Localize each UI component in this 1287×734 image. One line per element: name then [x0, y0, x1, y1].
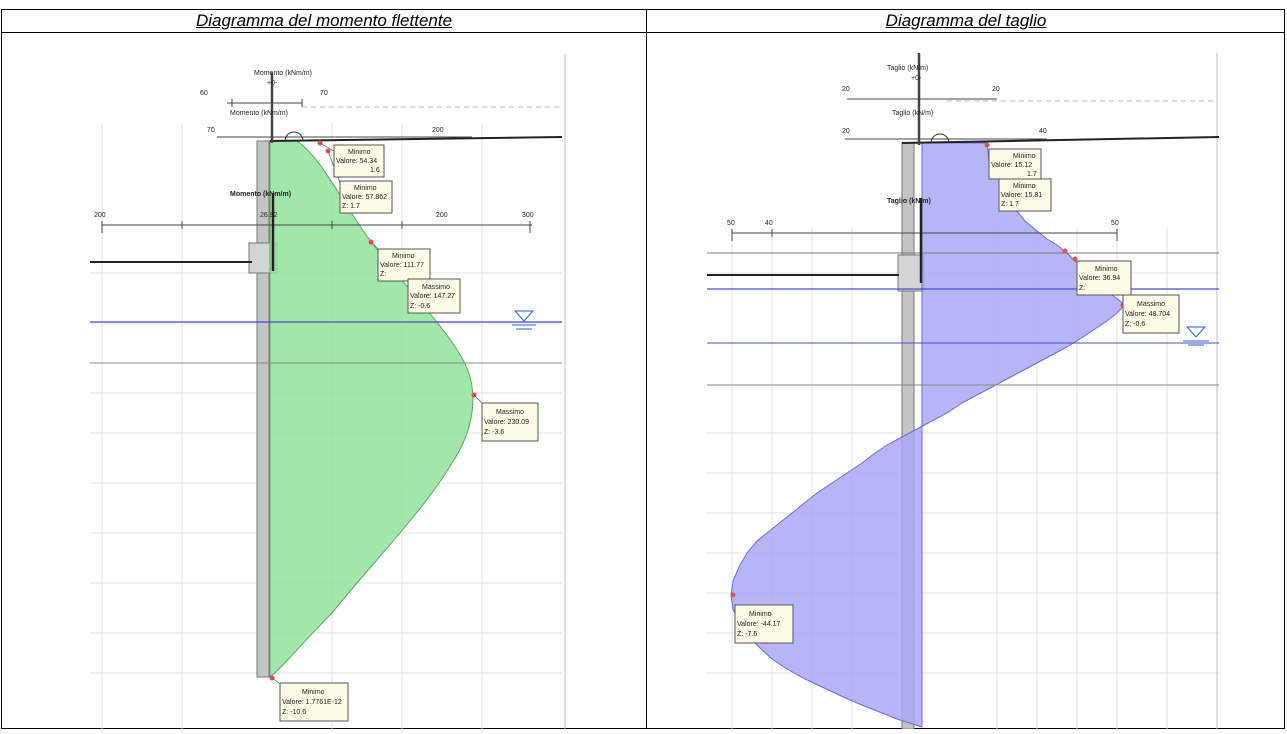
shear-tick-top-0: 20: [842, 86, 850, 93]
svg-text:Valore: -44.17: Valore: -44.17: [737, 621, 781, 628]
svg-text:Minimo: Minimo: [1095, 266, 1118, 273]
moment-origin-arc: [284, 131, 304, 142]
shear-wall-strut: [897, 254, 925, 292]
moment-tick-main-0: 200: [94, 212, 106, 219]
shear-axis-label-mid: Taglio (kN/m): [892, 110, 933, 117]
svg-text:Minimo: Minimo: [1013, 153, 1036, 160]
shear-axis-arrow: +0-: [911, 75, 922, 82]
shear-origin-arc: [930, 133, 950, 144]
shear-axis-label-main: Taglio (kN/m): [887, 198, 931, 205]
shear-tick-main-2: 50: [1111, 220, 1119, 227]
svg-text:Z: -3.6: Z: -3.6: [484, 429, 504, 436]
shear-axis-top: [847, 53, 997, 145]
svg-text:Z:: Z:: [380, 271, 386, 278]
svg-text:Z: -10.6: Z: -10.6: [282, 709, 306, 716]
moment-tag: Massimo Valore: 147.27 Z: -0.6: [407, 278, 461, 314]
moment-tick-main-1: 26.92: [260, 212, 278, 219]
moment-tick-top-0: 60: [200, 90, 208, 97]
shear-axis-label-top: Taglio (kN/m): [887, 65, 928, 72]
shear-tag: Massimo Valore: 48.704 Z: -0.6: [1122, 294, 1180, 334]
svg-text:Minimo: Minimo: [749, 611, 772, 618]
moment-tag: Massimo Valore: 230.09 Z: -3.6: [481, 402, 539, 442]
moment-tag: Minimo Valore: 111.77 Z:: [377, 248, 431, 282]
moment-diagram: Momento (kNm/m) +0- 60 70 Momento (kNm/m…: [90, 55, 566, 729]
svg-text:Z: -7.6: Z: -7.6: [737, 631, 757, 638]
shear-diagram-title: Diagramma del taglio: [885, 11, 1047, 30]
moment-tick-main-2: 200: [436, 212, 448, 219]
moment-tick-mid-1: 200: [432, 127, 444, 134]
svg-text:Valore: 48.704: Valore: 48.704: [1125, 311, 1170, 318]
svg-text:Minimo: Minimo: [302, 689, 325, 696]
shear-tick-top-1: 20: [992, 86, 1000, 93]
moment-axis-top: [227, 73, 303, 143]
svg-text:Z: -0.6: Z: -0.6: [410, 303, 430, 310]
svg-text:Valore: 147.27: Valore: 147.27: [410, 293, 455, 300]
svg-text:Valore: 57.862: Valore: 57.862: [342, 194, 387, 201]
shear-diagram-panel: Taglio (kN/m) +0- 20 20 Taglio (kN/m) 20…: [647, 33, 1285, 730]
svg-text:1.7: 1.7: [1027, 171, 1037, 178]
svg-text:Minimo: Minimo: [354, 185, 377, 192]
svg-text:Z: -0.6: Z: -0.6: [1125, 321, 1145, 328]
header-divider: [1, 32, 1285, 33]
moment-tag: Minimo Valore: 57.862 Z: 1.7: [339, 180, 393, 214]
shear-tick-main-1: 40: [765, 220, 773, 227]
svg-text:Minimo: Minimo: [348, 149, 371, 156]
column-divider: [646, 9, 647, 729]
svg-text:Minimo: Minimo: [1013, 183, 1036, 190]
shear-tick-mid-1: 40: [1039, 128, 1047, 135]
moment-tick-mid-0: 70: [207, 127, 215, 134]
moment-diagram-title: Diagramma del momento flettente: [195, 11, 453, 30]
svg-text:Massimo: Massimo: [422, 284, 450, 291]
moment-tick-top-1: 70: [320, 90, 328, 97]
shear-tag: Minimo Valore: 15.12 1.7: [988, 148, 1042, 180]
moment-axis-label-top: Momento (kNm/m): [254, 70, 312, 77]
svg-text:Valore: 15.12: Valore: 15.12: [991, 162, 1032, 169]
shear-tick-mid-0: 20: [842, 128, 850, 135]
svg-text:Valore: 111.77: Valore: 111.77: [380, 262, 424, 269]
moment-tag: Minimo Valore: 1.7761E-12 Z: -10.6: [279, 682, 349, 722]
shear-tag: Minimo Valore: 15.81 Z: 1.7: [998, 178, 1052, 212]
moment-diagram-panel: Momento (kNm/m) +0- 60 70 Momento (kNm/m…: [2, 33, 646, 729]
svg-text:Valore: 15.81: Valore: 15.81: [1001, 192, 1042, 199]
shear-axis-main: [731, 198, 1118, 283]
shear-tag: Minimo Valore: 36.94 Z:: [1076, 260, 1132, 296]
svg-text:Valore: 54.34: Valore: 54.34: [336, 158, 377, 165]
shear-grid: [707, 228, 1219, 729]
svg-text:Z: 1.7: Z: 1.7: [1001, 201, 1019, 208]
shear-tag: Minimo Valore: -44.17 Z: -7.6: [734, 604, 794, 644]
moment-axis-label-mid: Momento (kNm/m): [230, 110, 288, 117]
svg-text:1.6: 1.6: [370, 167, 380, 174]
shear-diagram: Taglio (kN/m) +0- 20 20 Taglio (kN/m) 20…: [707, 53, 1220, 730]
svg-text:Z:: Z:: [1079, 285, 1085, 292]
moment-tag: Minimo Valore: 54.34 1.6: [333, 144, 385, 178]
shear-water-table-icon: [1183, 326, 1209, 346]
moment-axis-label-main: Momento (kNm/m): [230, 191, 291, 198]
wall-section: [256, 140, 270, 678]
svg-text:Valore: 230.09: Valore: 230.09: [484, 419, 529, 426]
water-table-icon: [512, 310, 536, 330]
svg-text:Massimo: Massimo: [496, 409, 524, 416]
svg-text:Valore: 36.94: Valore: 36.94: [1079, 275, 1120, 282]
svg-text:Z: 1.7: Z: 1.7: [342, 203, 360, 210]
shear-tick-main-0: 50: [727, 220, 735, 227]
table-frame: [1, 9, 1285, 729]
svg-text:Minimo: Minimo: [392, 253, 415, 260]
svg-text:Massimo: Massimo: [1137, 301, 1165, 308]
moment-axis-main: [101, 193, 532, 271]
svg-text:Valore: 1.7761E-12: Valore: 1.7761E-12: [282, 699, 342, 706]
moment-area: [269, 140, 474, 679]
moment-axis-arrow: +0-: [267, 80, 278, 87]
shear-ground-line: [901, 136, 1220, 144]
moment-tick-main-3: 300: [522, 212, 534, 219]
moment-ground-line: [269, 136, 563, 142]
